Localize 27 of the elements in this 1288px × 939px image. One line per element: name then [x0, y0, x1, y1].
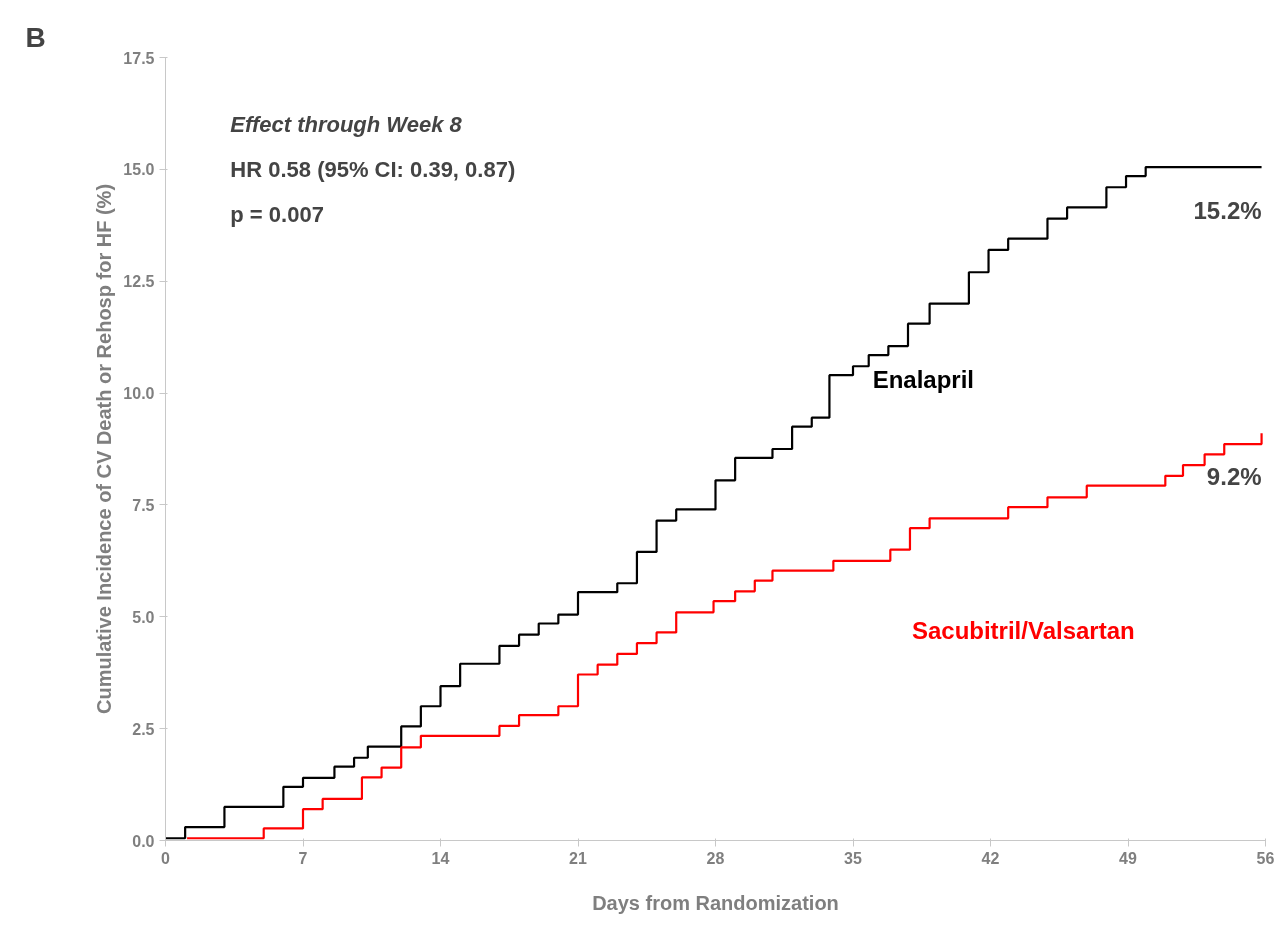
y-tick-label: 7.5 — [132, 496, 155, 514]
y-tick-label: 5.0 — [132, 608, 155, 626]
text: Sacubitril/Valsartan — [911, 616, 1135, 644]
chart-title: B — [25, 21, 46, 53]
x-axis-title: Days from Randomization — [592, 891, 839, 914]
y-tick-label: 12.5 — [123, 273, 155, 291]
x-tick-label: 42 — [981, 849, 1000, 867]
x-tick-label: 49 — [1119, 849, 1137, 867]
annotation: 9.2% — [1206, 463, 1262, 491]
y-axis-title: Cumulative Incidence of CV Death or Rehosp for HF (%) — [93, 183, 116, 715]
y-tick-label: 17.5 — [123, 49, 155, 67]
y-tick-label: 10.0 — [123, 385, 155, 403]
x-tick-label: 35 — [844, 849, 862, 867]
x-tick-label: 21 — [569, 849, 587, 867]
x-tick-label: 7 — [298, 849, 308, 867]
annotation: Effect through Week 8 — [230, 112, 463, 138]
y-tick-label: 2.5 — [132, 720, 155, 738]
x-tick-label: 0 — [161, 849, 171, 867]
annotation: HR 0.58 (95% CI: 0.39, 0.87) — [230, 156, 516, 182]
x-tick-label: 56 — [1256, 849, 1275, 867]
y-tick-label: 0.0 — [132, 832, 155, 850]
annotation: 15.2% — [1193, 197, 1262, 225]
series-label: Enalapril — [872, 366, 975, 394]
annotation: p = 0.007 — [230, 201, 324, 227]
y-tick-label: 15.0 — [123, 161, 155, 179]
x-tick-label: 14 — [431, 849, 450, 867]
x-tick-label: 28 — [706, 849, 725, 867]
